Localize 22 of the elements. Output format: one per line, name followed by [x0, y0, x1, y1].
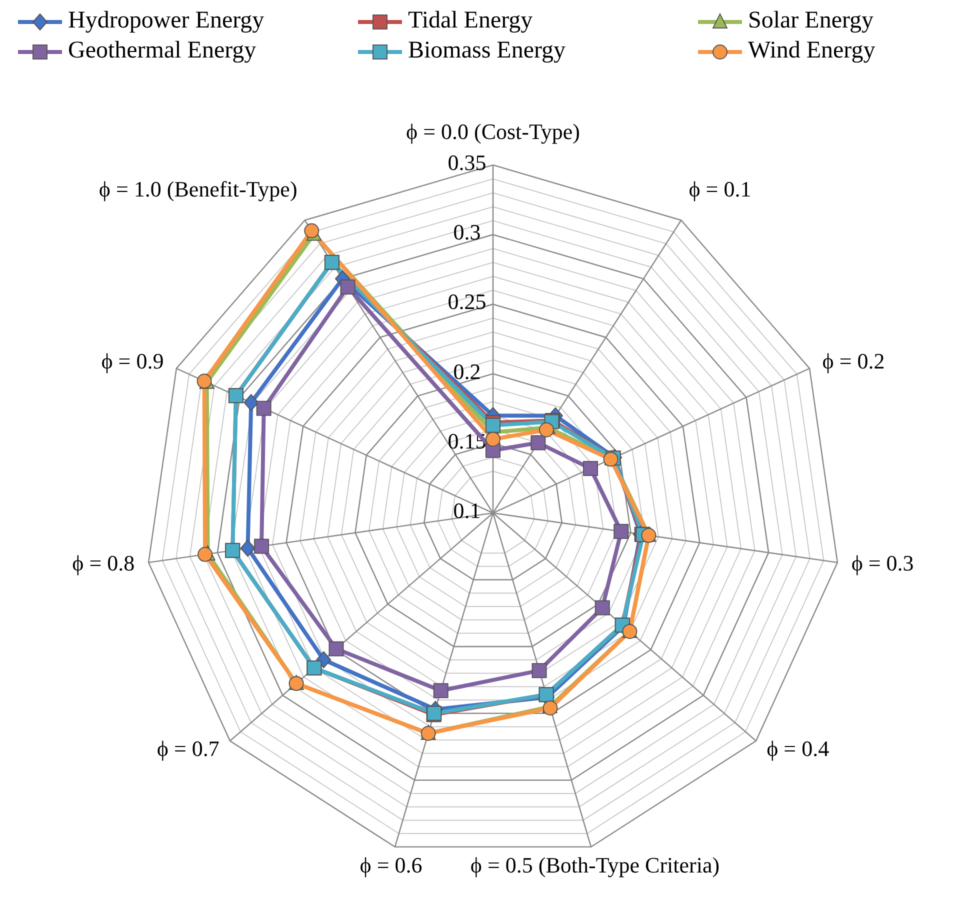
legend-label: Geothermal Energy [68, 38, 256, 64]
y-tick-label: 0.3 [453, 220, 481, 245]
spoke-label: ϕ = 0.6 [360, 852, 422, 878]
y-tick-label: 0.25 [448, 289, 486, 314]
y-tick-label: 0.2 [453, 358, 481, 384]
spoke-label: ϕ = 0.3 [851, 550, 914, 576]
spoke-label: ϕ = 0.5 (Both-Type Criteria) [470, 852, 720, 878]
spoke-label: ϕ = 0.4 [766, 736, 830, 762]
legend-label: Biomass Energy [408, 38, 566, 64]
legend-label: Hydropower Energy [68, 8, 264, 34]
y-tick-label: 0.1 [453, 498, 481, 524]
spoke-label: ϕ = 0.2 [822, 348, 885, 374]
legend-label: Wind Energy [748, 38, 876, 64]
y-tick-label: 0.35 [448, 150, 486, 176]
spoke-label: ϕ = 0.7 [156, 736, 220, 762]
legend-label: Solar Energy [748, 8, 874, 34]
spoke-label: ϕ = 0.1 [688, 176, 752, 202]
spoke-label: ϕ = 0.0 (Cost-Type) [406, 119, 580, 144]
spoke-label: ϕ = 0.9 [101, 348, 164, 374]
spoke-label: ϕ = 0.8 [72, 550, 135, 576]
spoke-label: ϕ = 1.0 (Benefit-Type) [98, 176, 298, 202]
legend-label: Tidal Energy [408, 8, 533, 34]
